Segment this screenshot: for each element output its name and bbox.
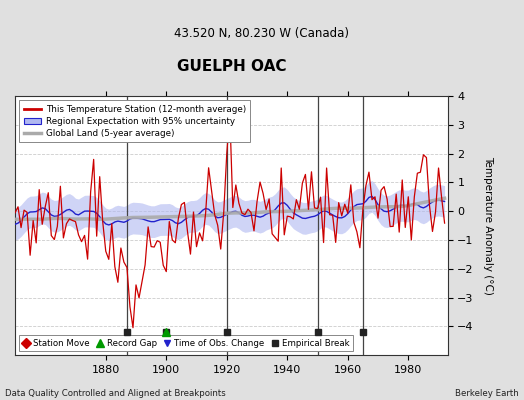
Text: Data Quality Controlled and Aligned at Breakpoints: Data Quality Controlled and Aligned at B… <box>5 389 226 398</box>
Text: Berkeley Earth: Berkeley Earth <box>455 389 519 398</box>
Text: 43.520 N, 80.230 W (Canada): 43.520 N, 80.230 W (Canada) <box>174 28 350 40</box>
Y-axis label: Temperature Anomaly (°C): Temperature Anomaly (°C) <box>483 156 493 295</box>
Title: GUELPH OAC: GUELPH OAC <box>177 59 286 74</box>
Legend: Station Move, Record Gap, Time of Obs. Change, Empirical Break: Station Move, Record Gap, Time of Obs. C… <box>19 335 353 351</box>
